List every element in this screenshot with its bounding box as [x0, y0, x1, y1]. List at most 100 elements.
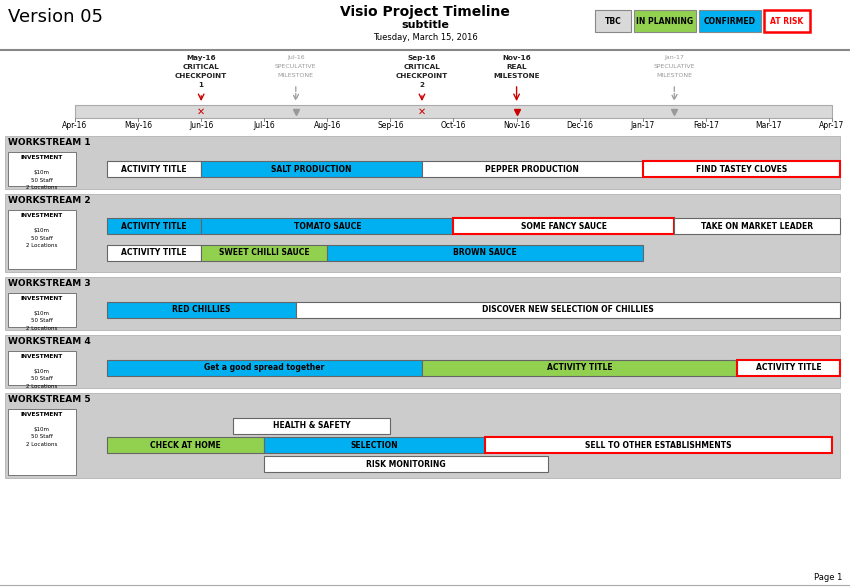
Text: Jun-16: Jun-16 [189, 121, 213, 130]
Text: SALT PRODUCTION: SALT PRODUCTION [271, 165, 352, 173]
Text: CRITICAL: CRITICAL [404, 64, 440, 70]
Text: 2 Locations: 2 Locations [26, 442, 58, 447]
Text: 2 Locations: 2 Locations [26, 384, 58, 389]
Bar [75, 105, 832, 118]
Text: May-16: May-16 [186, 55, 216, 61]
Bar [296, 302, 840, 318]
Text: SOME FANCY SAUCE: SOME FANCY SAUCE [521, 222, 607, 230]
Text: May-16: May-16 [124, 121, 152, 130]
Text: 1: 1 [199, 82, 204, 88]
Bar [5, 194, 840, 272]
Text: TAKE ON MARKET LEADER: TAKE ON MARKET LEADER [701, 222, 813, 230]
Text: 50 Staff: 50 Staff [31, 236, 53, 240]
Text: 50 Staff: 50 Staff [31, 376, 53, 382]
Bar [106, 437, 264, 453]
Text: HEALTH & SAFETY: HEALTH & SAFETY [273, 422, 350, 430]
Bar [643, 161, 840, 177]
Text: $10m: $10m [34, 369, 50, 374]
Text: SWEET CHILLI SAUCE: SWEET CHILLI SAUCE [219, 248, 309, 258]
Text: DISCOVER NEW SELECTION OF CHILLIES: DISCOVER NEW SELECTION OF CHILLIES [482, 306, 654, 315]
Text: WORKSTREAM 2: WORKSTREAM 2 [8, 196, 91, 205]
Text: MILESTONE: MILESTONE [278, 73, 314, 78]
Text: Sep-16: Sep-16 [377, 121, 404, 130]
Text: ✕: ✕ [197, 106, 205, 116]
Text: Jan-17: Jan-17 [665, 55, 684, 60]
Text: 2 Locations: 2 Locations [26, 185, 58, 190]
Bar [106, 161, 201, 177]
Text: BROWN SAUCE: BROWN SAUCE [453, 248, 517, 258]
Text: Nov-16: Nov-16 [503, 121, 530, 130]
Text: $10m: $10m [34, 311, 50, 316]
Text: WORKSTREAM 3: WORKSTREAM 3 [8, 279, 91, 288]
Text: WORKSTREAM 1: WORKSTREAM 1 [8, 138, 91, 147]
Text: CRITICAL: CRITICAL [183, 64, 219, 70]
Bar [485, 437, 832, 453]
Text: 2 Locations: 2 Locations [26, 243, 58, 248]
Bar [201, 218, 454, 234]
Text: INVESTMENT: INVESTMENT [21, 354, 63, 359]
Bar [422, 360, 737, 376]
Text: 50 Staff: 50 Staff [31, 319, 53, 323]
Bar [8, 152, 76, 186]
Text: 50 Staff: 50 Staff [31, 435, 53, 439]
Bar [454, 218, 674, 234]
Bar [595, 10, 631, 32]
Text: ACTIVITY TITLE: ACTIVITY TITLE [121, 248, 187, 258]
Text: $10m: $10m [34, 228, 50, 233]
Text: Feb-17: Feb-17 [693, 121, 719, 130]
Text: 2: 2 [419, 82, 424, 88]
Text: ACTIVITY TITLE: ACTIVITY TITLE [121, 165, 187, 173]
Bar [699, 10, 761, 32]
Text: Jan-17: Jan-17 [631, 121, 655, 130]
Text: SPECULATIVE: SPECULATIVE [275, 64, 316, 69]
Text: INVESTMENT: INVESTMENT [21, 296, 63, 301]
Text: RED CHILLIES: RED CHILLIES [172, 306, 230, 315]
Text: AT RISK: AT RISK [770, 16, 803, 25]
Bar [106, 360, 422, 376]
Bar [634, 10, 696, 32]
Text: Nov-16: Nov-16 [502, 55, 531, 61]
Bar [5, 277, 840, 330]
Bar [327, 245, 643, 261]
Text: Version 05: Version 05 [8, 8, 103, 26]
Bar [264, 456, 548, 472]
Text: TOMATO SAUCE: TOMATO SAUCE [293, 222, 361, 230]
Bar [106, 218, 201, 234]
Text: CHECK AT HOME: CHECK AT HOME [150, 440, 221, 450]
Text: ✕: ✕ [418, 106, 426, 116]
Text: Apr-17: Apr-17 [819, 121, 845, 130]
Text: FIND TASTEY CLOVES: FIND TASTEY CLOVES [696, 165, 787, 173]
Text: WORKSTREAM 5: WORKSTREAM 5 [8, 395, 91, 404]
Text: MILESTONE: MILESTONE [656, 73, 692, 78]
Text: SELECTION: SELECTION [351, 440, 399, 450]
Bar [8, 210, 76, 269]
Text: IN PLANNING: IN PLANNING [637, 16, 694, 25]
Bar [264, 437, 485, 453]
Text: ACTIVITY TITLE: ACTIVITY TITLE [121, 222, 187, 230]
Text: Page 1: Page 1 [813, 573, 842, 582]
Bar [674, 218, 840, 234]
Bar [201, 161, 422, 177]
Text: Mar-17: Mar-17 [756, 121, 782, 130]
Text: SPECULATIVE: SPECULATIVE [654, 64, 695, 69]
Text: Jul-16: Jul-16 [287, 55, 304, 60]
Bar [5, 393, 840, 478]
Bar [106, 302, 296, 318]
Bar [422, 161, 643, 177]
Text: SELL TO OTHER ESTABLISHMENTS: SELL TO OTHER ESTABLISHMENTS [586, 440, 732, 450]
Text: PEPPER PRODUCTION: PEPPER PRODUCTION [485, 165, 580, 173]
Bar [737, 360, 840, 376]
Text: ACTIVITY TITLE: ACTIVITY TITLE [756, 363, 821, 373]
Bar [8, 293, 76, 327]
Text: 2 Locations: 2 Locations [26, 326, 58, 331]
Text: $10m: $10m [34, 427, 50, 432]
Text: CHECKPOINT: CHECKPOINT [175, 73, 227, 79]
Text: WORKSTREAM 4: WORKSTREAM 4 [8, 337, 91, 346]
Text: TBC: TBC [604, 16, 621, 25]
Text: subtitle: subtitle [401, 20, 449, 30]
Bar [8, 409, 76, 475]
Text: INVESTMENT: INVESTMENT [21, 155, 63, 160]
Text: Oct-16: Oct-16 [441, 121, 467, 130]
Text: CHECKPOINT: CHECKPOINT [396, 73, 448, 79]
Bar [201, 245, 327, 261]
